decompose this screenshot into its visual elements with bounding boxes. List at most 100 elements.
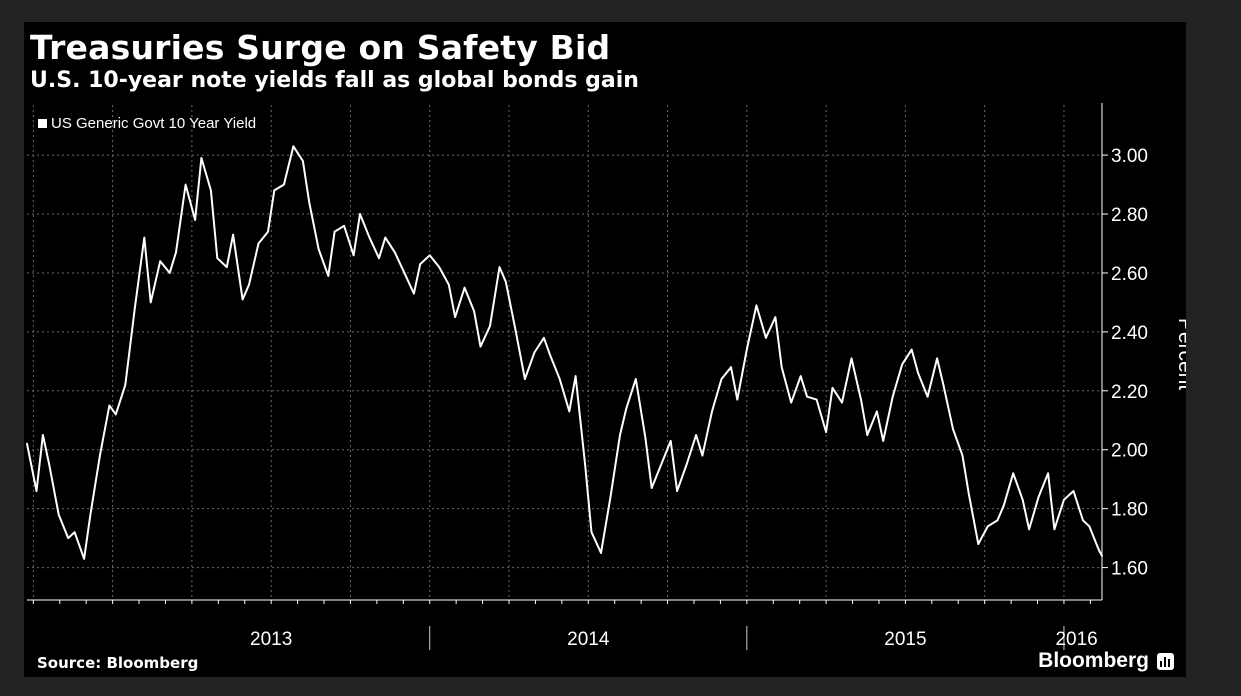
data-point (685, 463, 688, 466)
data-point (200, 157, 203, 159)
data-point (711, 410, 713, 413)
data-point (996, 519, 999, 522)
data-point (790, 401, 793, 404)
data-point (942, 384, 945, 386)
data-point (815, 398, 818, 401)
data-point (419, 263, 422, 265)
data-point (333, 230, 336, 233)
data-point (241, 298, 244, 301)
data-point (977, 543, 980, 545)
axes: 1.60 1.80 2.00 2.20 2.40 2.60 2.80 3.00 2013 2014… (27, 103, 1148, 650)
data-point (473, 310, 475, 313)
data-point (498, 266, 501, 268)
data-point (352, 254, 355, 257)
data-point (175, 251, 177, 254)
data-point (479, 345, 482, 348)
data-point (876, 410, 878, 413)
y-tick-label: 1.60 (1111, 559, 1148, 580)
data-point (1002, 504, 1005, 507)
data-point (454, 316, 456, 318)
data-point (841, 401, 843, 404)
data-point (48, 463, 50, 466)
y-tick-label: 2.00 (1111, 441, 1148, 462)
data-point (676, 490, 678, 492)
data-point (910, 348, 913, 351)
data-point (394, 251, 396, 254)
data-point (368, 236, 371, 239)
data-point (1072, 490, 1075, 492)
x-tick-label: 2013 (250, 629, 292, 650)
data-point (574, 375, 577, 377)
x-tick-label: 2015 (884, 629, 926, 650)
data-point (99, 454, 101, 457)
data-point (134, 307, 136, 310)
data-point (558, 378, 561, 380)
data-point (273, 189, 276, 192)
data-point (1101, 555, 1103, 557)
data-point (114, 413, 117, 416)
y-tick-label: 2.60 (1111, 264, 1148, 285)
data-point (549, 354, 552, 357)
data-point (619, 434, 621, 436)
data-point (57, 513, 60, 516)
x-tick-label: 2016 (1055, 629, 1097, 650)
data-point (917, 372, 919, 374)
data-point (831, 387, 834, 389)
brand-name: Bloomberg (1038, 649, 1149, 672)
data-point (1053, 528, 1056, 531)
data-point (524, 378, 526, 380)
y-tick-label: 2.80 (1111, 205, 1148, 226)
data-point (343, 225, 345, 227)
data-point (283, 183, 285, 186)
y-tick-label: 1.80 (1111, 500, 1148, 521)
data-point (1082, 519, 1084, 522)
data-point (543, 336, 545, 339)
data-point (533, 351, 536, 354)
chart-plot: 1.60 1.80 2.00 2.20 2.40 2.60 2.80 3.00 2013 2014… (26, 103, 1186, 650)
data-point (635, 378, 637, 380)
data-point (514, 328, 517, 330)
data-point (26, 443, 28, 445)
data-point (650, 487, 653, 489)
data-point (780, 366, 783, 369)
data-point (825, 431, 827, 433)
data-point (968, 493, 970, 495)
data-point (584, 463, 586, 466)
data-point (701, 454, 704, 457)
data-point (89, 513, 92, 516)
data-point (660, 463, 663, 466)
series-layer (26, 145, 1103, 560)
y-tick-label: 2.40 (1111, 323, 1148, 344)
data-point (1037, 496, 1040, 498)
data-point (359, 213, 361, 215)
data-point (73, 531, 76, 534)
data-point (489, 325, 491, 327)
chart-title: Treasuries Surge on Safety Bid (30, 28, 611, 67)
data-point (765, 336, 767, 339)
data-point (413, 292, 415, 295)
legend: US Generic Govt 10 Year Yield (38, 115, 256, 132)
data-point (438, 266, 441, 268)
grid-lines (27, 105, 1102, 600)
data-point (67, 537, 70, 539)
data-point (755, 304, 758, 307)
data-point (292, 145, 295, 148)
data-point (149, 301, 152, 304)
data-point (1063, 499, 1065, 501)
y-axis-title: Percent (1174, 318, 1186, 391)
bloomberg-chart-icon (1157, 652, 1174, 670)
brand-logo: Bloomberg (1038, 649, 1174, 673)
data-point (168, 272, 171, 274)
data-point (720, 378, 723, 380)
data-point (882, 440, 884, 442)
data-point (447, 283, 450, 286)
data-point (746, 348, 748, 351)
data-point (1012, 472, 1015, 475)
data-point (609, 496, 612, 498)
data-point (143, 236, 146, 239)
legend-label: US Generic Govt 10 Year Yield (51, 115, 256, 132)
data-point (42, 434, 44, 436)
data-point (378, 257, 380, 260)
data-point (232, 233, 234, 236)
data-point (644, 437, 647, 439)
